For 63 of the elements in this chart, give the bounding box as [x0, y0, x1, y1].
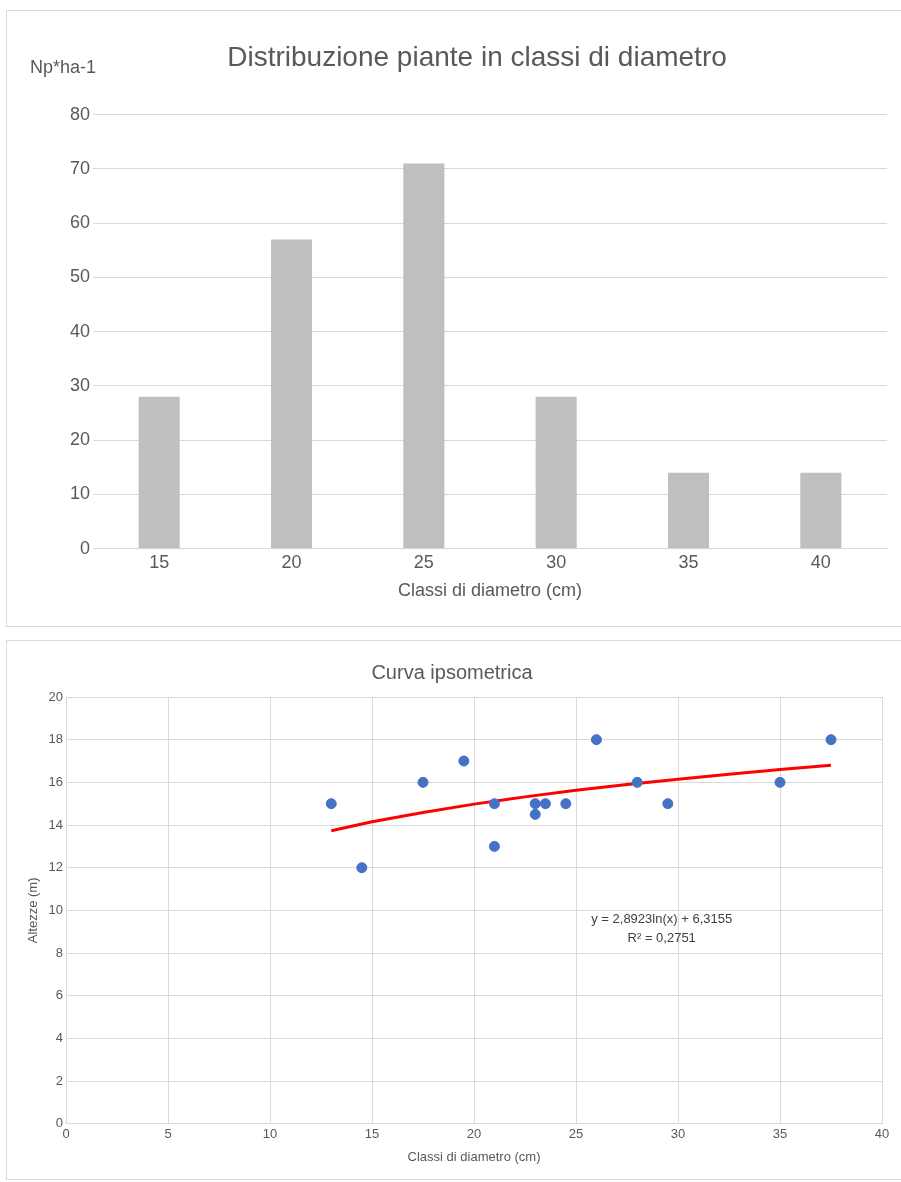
y-axis-title: Altezze (m)	[25, 877, 41, 944]
x-tick-label: 40	[810, 551, 831, 572]
y-tick-label: 0	[80, 537, 91, 558]
y-tick-label: 30	[69, 374, 91, 395]
x-tick-label: 35	[772, 1126, 788, 1142]
y-tick-label: 20	[48, 688, 64, 704]
point	[488, 840, 500, 852]
x-tick-label: 20	[466, 1126, 482, 1142]
point	[488, 798, 500, 810]
point	[529, 808, 541, 820]
y-tick-label: 14	[48, 816, 64, 832]
y-tick-label: 4	[55, 1030, 64, 1046]
x-tick-label: 30	[546, 551, 567, 572]
chart-title: Curva ipsometrica	[371, 660, 534, 683]
y-axis-title: Np*ha-1	[30, 56, 97, 77]
y-tick-label: 10	[48, 901, 64, 917]
y-tick-label: 70	[69, 157, 91, 178]
y-tick-label: 50	[69, 266, 91, 287]
x-tick-label: 40	[874, 1126, 890, 1142]
y-tick-label: 18	[48, 731, 64, 747]
y-tick-label: 80	[69, 103, 91, 124]
x-tick-label: 15	[149, 551, 170, 572]
x-tick-label: 20	[281, 551, 302, 572]
y-tick-label: 8	[55, 944, 64, 960]
point	[325, 798, 337, 810]
y-tick-label: 0	[55, 1115, 64, 1131]
y-tick-label: 2	[55, 1072, 64, 1088]
bar	[800, 472, 842, 549]
x-tick-label: 25	[568, 1126, 584, 1142]
x-tick-label: 30	[670, 1126, 686, 1142]
bar	[271, 239, 313, 549]
x-tick-label: 25	[413, 551, 434, 572]
bar	[138, 396, 180, 549]
point	[631, 776, 643, 788]
point	[560, 798, 572, 810]
bar	[535, 396, 577, 549]
x-tick-label: 10	[262, 1126, 278, 1142]
point	[590, 734, 602, 746]
y-tick-label: 20	[69, 429, 91, 450]
point	[458, 755, 470, 767]
x-tick-label: 35	[678, 551, 699, 572]
bar	[403, 163, 445, 549]
point	[774, 776, 786, 788]
point	[356, 862, 368, 874]
x-axis-title: Classi di diametro (cm)	[397, 580, 583, 601]
y-tick-label: 16	[48, 773, 64, 789]
y-tick-label: 12	[48, 859, 64, 875]
y-tick-label: 40	[69, 320, 91, 341]
chart-title: Distribuzione piante in classi di diametro	[227, 40, 727, 72]
point	[529, 798, 541, 810]
point	[662, 798, 674, 810]
y-tick-label: 6	[55, 987, 64, 1003]
x-tick-label: 5	[164, 1126, 172, 1142]
x-tick-label: 15	[364, 1126, 380, 1142]
annotation: y = 2,8923ln(x) + 6,3155	[591, 910, 733, 926]
y-tick-label: 60	[69, 212, 91, 233]
y-tick-label: 10	[69, 483, 91, 504]
point	[539, 798, 551, 810]
point	[825, 734, 837, 746]
annotation: R² = 0,2751	[627, 929, 696, 945]
point	[417, 776, 429, 788]
bar	[667, 472, 710, 549]
x-axis-title: Classi di diametro (cm)	[407, 1148, 541, 1164]
